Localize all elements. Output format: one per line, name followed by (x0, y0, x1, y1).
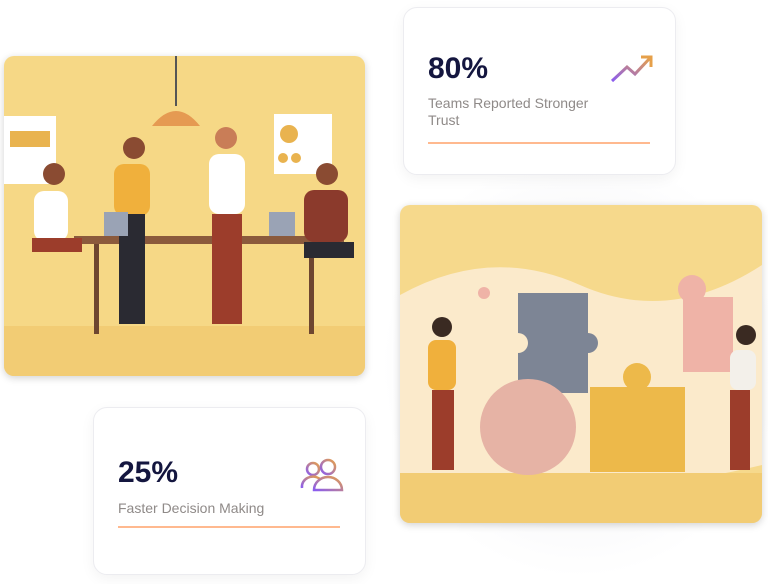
stat-value: 80% (428, 52, 489, 85)
stat-label: Faster Decision Making (118, 500, 265, 516)
stat-card-decision: 25% Faster Decision Making (93, 407, 366, 575)
puzzle-teamwork-illustration (400, 205, 762, 523)
users-icon (300, 458, 344, 492)
trend-up-icon (610, 55, 653, 83)
stat-underline (118, 526, 340, 528)
stat-card-trust: 80% Teams Reported Stronger Trust (403, 7, 676, 175)
stat-value: 25% (118, 456, 179, 489)
stat-label: Teams Reported Stronger Trust (428, 95, 589, 128)
stat-underline (428, 142, 650, 144)
team-meeting-illustration (4, 56, 365, 376)
